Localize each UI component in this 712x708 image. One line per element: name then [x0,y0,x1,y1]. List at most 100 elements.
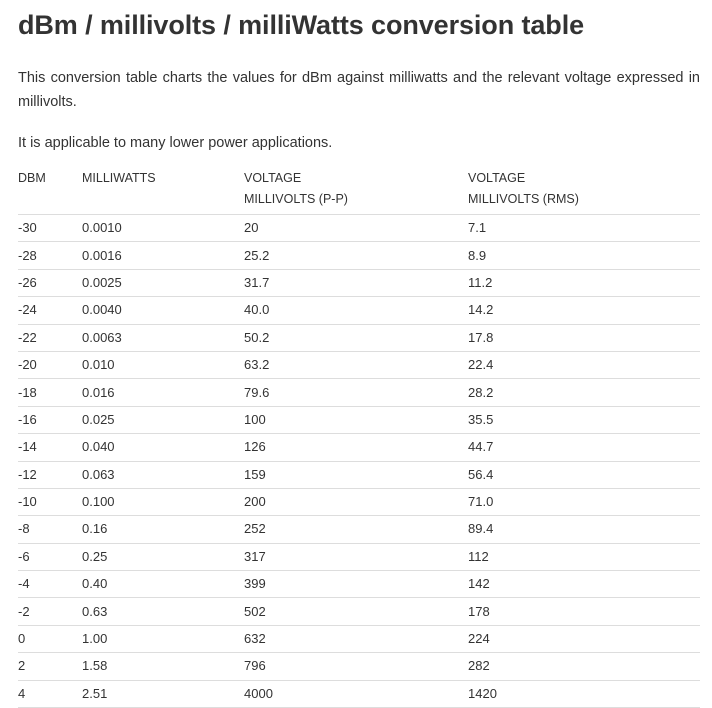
cell-voltage-rms: 112 [468,543,700,572]
cell-voltage-pp: 31.7 [244,269,468,298]
cell-voltage-pp: 252 [244,515,468,544]
cell-milliwatts: 0.0025 [82,269,244,298]
cell-voltage-rms: 44.7 [468,433,700,462]
cell-dbm: -14 [18,433,82,462]
table-row: -6 0.25 317 112 [18,543,700,572]
table-row: -16 0.025 100 35.5 [18,406,700,435]
table-row: -4 0.40 399 142 [18,570,700,599]
cell-voltage-pp: 63.2 [244,351,468,380]
cell-milliwatts: 0.010 [82,351,244,380]
table-header: DBM MILLIWATTS VOLTAGE MILLIVOLTS (P-P) V… [18,165,700,215]
header-row: DBM MILLIWATTS VOLTAGE MILLIVOLTS (P-P) V… [18,165,700,215]
cell-voltage-pp: 502 [244,597,468,626]
cell-dbm: -12 [18,461,82,489]
cell-dbm: -8 [18,515,82,544]
cell-milliwatts: 0.0063 [82,324,244,352]
table-row: -2 0.63 502 178 [18,597,700,626]
note-paragraph: It is applicable to many lower power app… [18,135,333,151]
cell-milliwatts: 0.063 [82,461,244,489]
cell-dbm: -4 [18,570,82,599]
cell-voltage-pp: 50.2 [244,324,468,352]
header-voltage-rms: VOLTAGE MILLIVOLTS (RMS) [468,165,700,215]
cell-dbm: -10 [18,488,82,517]
cell-milliwatts: 0.63 [82,597,244,626]
conversion-table: DBM MILLIWATTS VOLTAGE MILLIVOLTS (P-P) V… [18,165,700,708]
cell-voltage-rms: 282 [468,652,700,681]
cell-voltage-rms: 28.2 [468,378,700,407]
cell-voltage-rms: 17.8 [468,324,700,352]
cell-voltage-pp: 317 [244,543,468,572]
table-row: -10 0.100 200 71.0 [18,488,700,517]
cell-dbm: -24 [18,296,82,325]
cell-dbm: -2 [18,597,82,626]
cell-milliwatts: 0.0016 [82,241,244,270]
cell-milliwatts: 0.25 [82,543,244,572]
cell-voltage-rms: 142 [468,570,700,599]
cell-dbm: -30 [18,214,82,243]
cell-voltage-rms: 35.5 [468,406,700,435]
cell-voltage-rms: 89.4 [468,515,700,544]
cell-milliwatts: 0.025 [82,406,244,435]
cell-milliwatts: 2.51 [82,680,244,708]
header-voltage-pp: VOLTAGE MILLIVOLTS (P-P) [244,165,468,215]
cell-voltage-pp: 399 [244,570,468,599]
cell-dbm: -26 [18,269,82,298]
cell-voltage-pp: 200 [244,488,468,517]
cell-voltage-pp: 4000 [244,680,468,708]
cell-milliwatts: 1.58 [82,652,244,681]
cell-voltage-pp: 25.2 [244,241,468,270]
cell-voltage-rms: 1420 [468,680,700,708]
cell-voltage-pp: 40.0 [244,296,468,325]
cell-voltage-rms: 224 [468,625,700,654]
cell-dbm: -16 [18,406,82,435]
intro-paragraph: This conversion table charts the values … [18,70,700,110]
cell-milliwatts: 0.040 [82,433,244,462]
table-row: -28 0.0016 25.2 8.9 [18,241,700,270]
cell-dbm: 0 [18,625,82,654]
cell-dbm: -18 [18,378,82,407]
table-row: -30 0.0010 20 7.1 [18,214,700,243]
cell-voltage-pp: 126 [244,433,468,462]
cell-voltage-rms: 56.4 [468,461,700,489]
cell-voltage-rms: 8.9 [468,241,700,270]
cell-voltage-pp: 159 [244,461,468,489]
cell-milliwatts: 0.0010 [82,214,244,243]
cell-voltage-pp: 79.6 [244,378,468,407]
table-row: -18 0.016 79.6 28.2 [18,378,700,407]
cell-voltage-pp: 796 [244,652,468,681]
cell-dbm: -28 [18,241,82,270]
cell-milliwatts: 0.40 [82,570,244,599]
table-row: -8 0.16 252 89.4 [18,515,700,544]
cell-voltage-pp: 20 [244,214,468,243]
cell-dbm: 4 [18,680,82,708]
table-row: 4 2.51 4000 1420 [18,680,700,708]
page-title: dBm / millivolts / milliWatts conversion… [18,10,585,40]
cell-voltage-rms: 7.1 [468,214,700,243]
cell-voltage-pp: 100 [244,406,468,435]
header-dbm: DBM [18,165,82,215]
cell-milliwatts: 0.100 [82,488,244,517]
cell-voltage-rms: 22.4 [468,351,700,380]
table-row: -14 0.040 126 44.7 [18,433,700,462]
table-row: -12 0.063 159 56.4 [18,461,700,489]
table-row: -26 0.0025 31.7 11.2 [18,269,700,298]
cell-milliwatts: 0.016 [82,378,244,407]
cell-milliwatts: 0.16 [82,515,244,544]
table-row: -22 0.0063 50.2 17.8 [18,324,700,352]
table-row: -24 0.0040 40.0 14.2 [18,296,700,325]
cell-dbm: -20 [18,351,82,380]
cell-voltage-rms: 11.2 [468,269,700,298]
header-milliwatts: MILLIWATTS [82,165,244,215]
cell-voltage-rms: 14.2 [468,296,700,325]
table-row: -20 0.010 63.2 22.4 [18,351,700,380]
cell-milliwatts: 1.00 [82,625,244,654]
cell-dbm: -6 [18,543,82,572]
cell-voltage-pp: 632 [244,625,468,654]
table-body: -30 0.0010 20 7.1 -28 0.0016 25.2 8.9 -26 0.0025 3… [18,214,700,708]
cell-milliwatts: 0.0040 [82,296,244,325]
cell-dbm: 2 [18,652,82,681]
cell-voltage-rms: 178 [468,597,700,626]
cell-voltage-rms: 71.0 [468,488,700,517]
table-row: 0 1.00 632 224 [18,625,700,654]
